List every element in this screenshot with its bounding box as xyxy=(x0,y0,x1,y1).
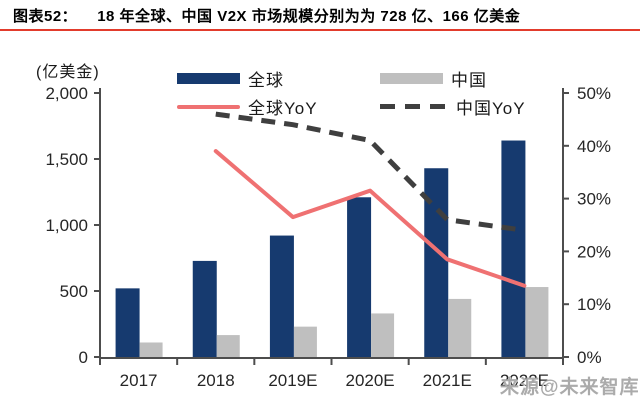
bar-china-2019E xyxy=(293,326,317,357)
left-tick-label: 1,000 xyxy=(45,216,88,235)
x-category-label: 2018 xyxy=(197,371,235,390)
bar-china-2017 xyxy=(139,342,163,357)
legend-swatch-china-yoy-dash xyxy=(380,104,448,109)
right-tick-label: 20% xyxy=(577,242,611,261)
bar-global-2017 xyxy=(115,288,140,357)
x-category-label: 2019E xyxy=(268,371,317,390)
right-tick-label: 30% xyxy=(577,190,611,209)
bar-global-2020E xyxy=(347,197,372,357)
legend-swatch-global-yoy-line xyxy=(177,104,240,109)
legend-label: 全球 xyxy=(248,71,284,90)
title-underline xyxy=(0,29,640,31)
right-tick-label: 0% xyxy=(577,348,602,367)
right-tick-label: 10% xyxy=(577,295,611,314)
legend-swatch-china-bar xyxy=(380,73,443,84)
x-category-label: 2022E xyxy=(500,371,549,390)
legend-label: 全球YoY xyxy=(248,99,318,118)
right-tick-label: 40% xyxy=(577,137,611,156)
left-tick-label: 0 xyxy=(79,348,88,367)
legend-swatch-global-bar xyxy=(177,73,240,84)
legend-item-global-yoy: 全球YoY xyxy=(177,94,318,119)
bar-global-2019E xyxy=(269,235,294,357)
bar-china-2021E xyxy=(448,298,472,357)
legend-item-china: 中国 xyxy=(380,66,487,91)
left-tick-label: 1,500 xyxy=(45,150,88,169)
legend-label: 中国 xyxy=(451,71,487,90)
watermark: 来源@未来智库 xyxy=(500,377,640,398)
legend-item-china-yoy: 中国YoY xyxy=(380,94,526,119)
left-tick-label: 500 xyxy=(60,282,88,301)
left-tick-label: 2,000 xyxy=(45,84,88,103)
legend-item-global: 全球 xyxy=(177,66,284,91)
x-category-label: 2021E xyxy=(423,371,472,390)
x-category-label: 2020E xyxy=(345,371,394,390)
bar-china-2022E xyxy=(525,287,549,357)
title-text: 18 年全球、中国 V2X 市场规模分别为为 728 亿、166 亿美金 xyxy=(97,8,521,25)
left-axis-unit-label: (亿美金) xyxy=(36,64,100,81)
figure-label: 图表52： xyxy=(13,8,78,25)
bar-global-2022E xyxy=(501,140,526,357)
chart-title: 图表52： 18 年全球、中国 V2X 市场规模分别为为 728 亿、166 亿美… xyxy=(13,6,520,28)
line-global-yoy xyxy=(213,149,527,288)
x-category-label: 2017 xyxy=(120,371,158,390)
line-china-yoy xyxy=(215,111,525,233)
right-tick-label: 50% xyxy=(577,84,611,103)
bar-china-2018 xyxy=(216,335,240,357)
legend-label: 中国YoY xyxy=(456,99,526,118)
bar-china-2020E xyxy=(371,313,395,357)
bar-global-2018 xyxy=(192,260,217,357)
